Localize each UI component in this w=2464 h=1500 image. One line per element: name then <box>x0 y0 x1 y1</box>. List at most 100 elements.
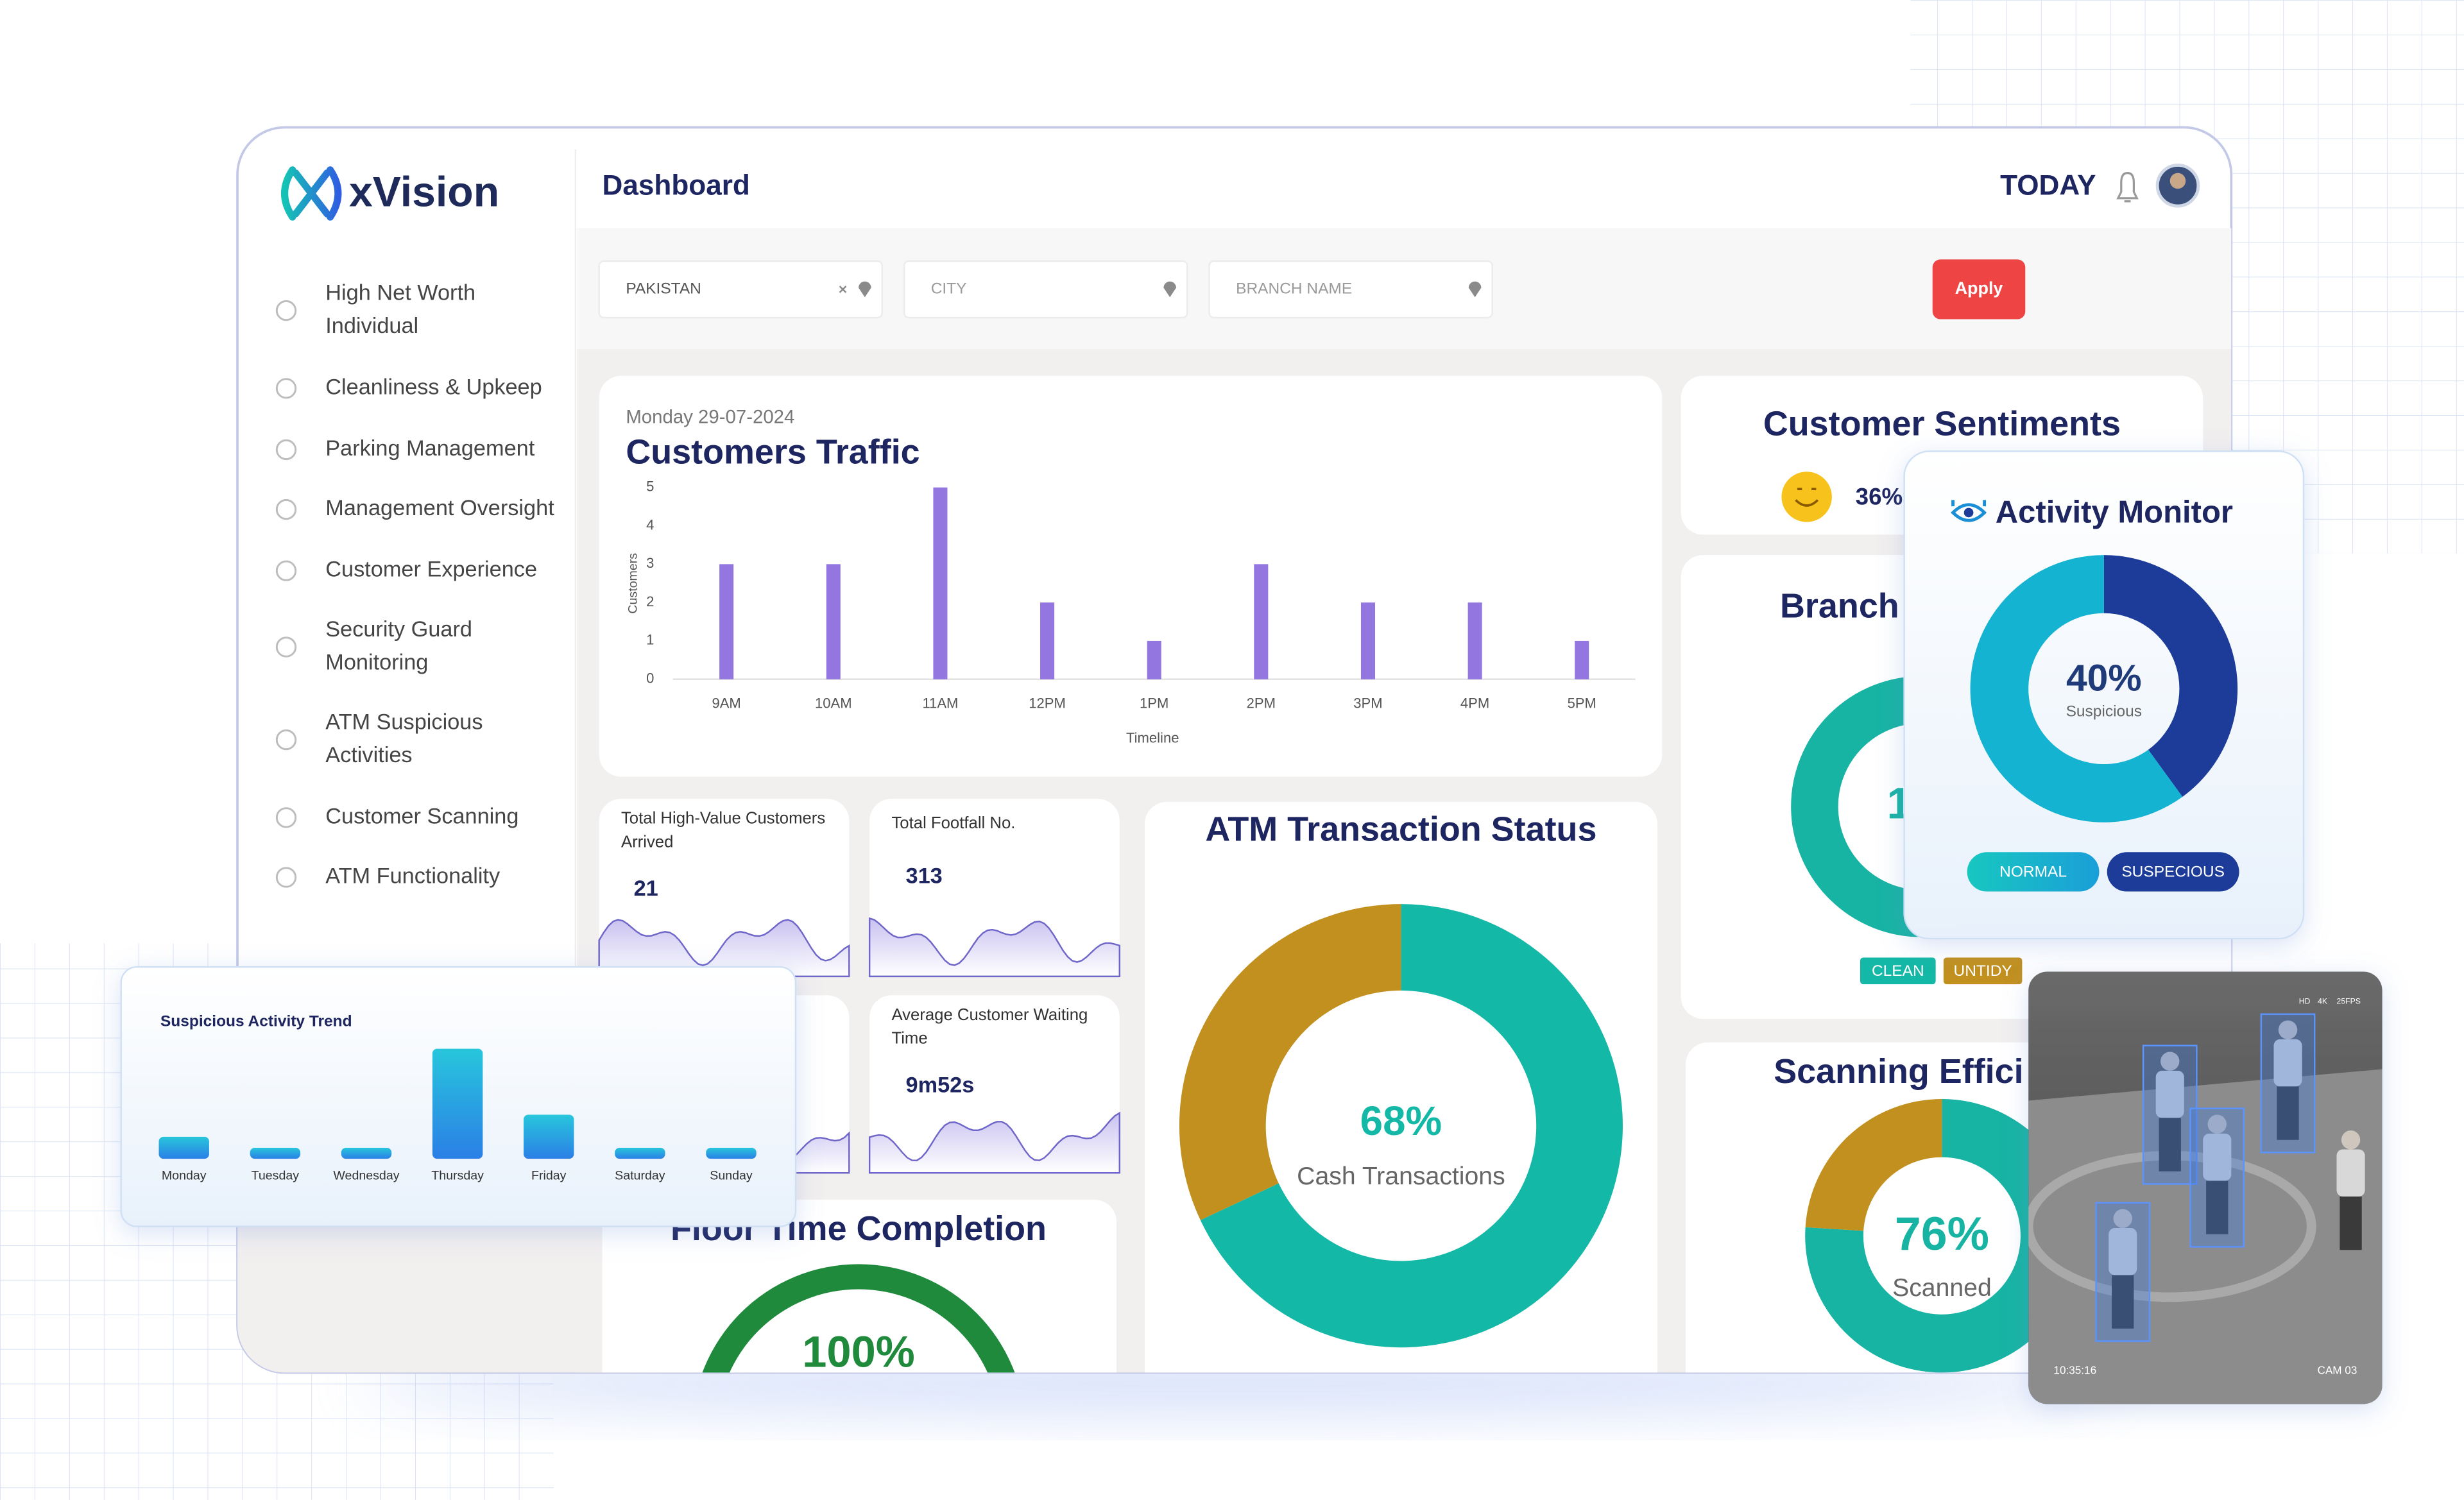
chart-title: Activity Monitor <box>1996 495 2233 529</box>
nav-item[interactable]: Activities <box>325 743 412 767</box>
person-legs <box>2112 1275 2134 1329</box>
nav-item[interactable]: High Net Worth <box>325 280 475 305</box>
page-title: Dashboard <box>603 169 750 201</box>
person-head <box>2341 1130 2361 1150</box>
kpi-value: 21 <box>634 876 658 901</box>
nav-item[interactable]: Management Oversight <box>325 496 554 520</box>
x-axis-label: Timeline <box>1126 730 1179 746</box>
legend-badge <box>1860 957 1936 985</box>
x-tick-label: Monday <box>162 1168 207 1182</box>
x-tick-label: 9AM <box>712 695 740 712</box>
nav-item[interactable]: Cleanliness & Upkeep <box>325 375 542 399</box>
bar <box>826 564 841 679</box>
filter-label: PAKISTAN <box>626 280 701 297</box>
x-tick-label: Wednesday <box>333 1168 399 1182</box>
logo-icon <box>281 166 342 221</box>
x-tick-label: 3PM <box>1353 695 1382 712</box>
overlays: NORMAL SUSPECIOUS Suspicious Activity Tren… <box>120 450 2305 1227</box>
card-title: Customer Sentiments <box>1763 404 2121 443</box>
person-legs <box>2277 1086 2299 1140</box>
gauge-value: 100% <box>802 1327 914 1377</box>
y-tick-label: 5 <box>646 479 654 495</box>
apply-button[interactable] <box>1932 259 2026 320</box>
x-tick-label: 5PM <box>1568 695 1596 712</box>
period: TODAY <box>2000 169 2096 201</box>
chart-subtitle: Monday 29-07-2024 <box>626 407 794 428</box>
filter-label: CITY <box>931 280 967 297</box>
filter-field[interactable] <box>598 260 883 319</box>
chart-title: Scanning Effici <box>1774 1052 2023 1091</box>
camera-name: CAM 03 <box>2317 1363 2357 1376</box>
y-tick-label: 0 <box>646 670 654 686</box>
chart-title: Customers Traffic <box>626 433 920 472</box>
y-tick-label: 4 <box>646 516 654 533</box>
chart-title: ATM Transaction Status <box>1205 810 1596 849</box>
bar <box>1575 640 1589 679</box>
sparkline <box>868 1111 1121 1174</box>
nav-item[interactable]: Monitoring <box>325 650 428 674</box>
person-body <box>2273 1039 2302 1087</box>
nav-item[interactable]: Individual <box>325 314 418 338</box>
nav-item[interactable]: ATM Functionality <box>325 864 501 889</box>
bar <box>524 1114 574 1159</box>
bar <box>250 1147 301 1159</box>
person-body <box>2109 1227 2137 1275</box>
bar <box>158 1136 209 1159</box>
nav-item[interactable]: ATM Suspicious <box>325 710 483 734</box>
bar <box>1147 640 1161 679</box>
toggle-button[interactable] <box>1967 852 2100 892</box>
card-title: Branch <box>1780 587 1899 626</box>
nav-icon <box>275 300 297 321</box>
bell-icon[interactable] <box>2116 172 2139 203</box>
toggle-label: NORMAL <box>1999 864 2067 881</box>
x-tick-label: Tuesday <box>252 1168 300 1182</box>
pin-icon <box>1468 281 1482 298</box>
emoji-face <box>1795 488 1819 507</box>
nav-icon <box>275 867 297 888</box>
y-tick-label: 1 <box>646 632 654 648</box>
person-head <box>2113 1209 2132 1228</box>
nav-icon <box>275 439 297 461</box>
filter-field[interactable] <box>1208 260 1493 319</box>
donut-segment <box>1179 904 1401 1220</box>
brand-name: xVision <box>349 168 499 216</box>
sentiment-value: 36% <box>1856 484 1903 510</box>
person-body <box>2203 1133 2232 1181</box>
bar <box>706 1147 757 1159</box>
eye-pupil <box>1964 507 1974 518</box>
donut-caption: Suspicious <box>2066 703 2142 720</box>
filter-field[interactable] <box>903 260 1188 319</box>
donut-segment <box>1805 1099 2079 1373</box>
nav-item[interactable]: Parking Management <box>325 436 535 461</box>
x-tick-label: 2PM <box>1247 695 1276 712</box>
dashboard: xVision Dashboard TODAY High Net Worth Indiv… <box>237 149 2232 1377</box>
nav-item[interactable]: Customer Scanning <box>325 804 518 828</box>
sparkline <box>598 919 850 978</box>
apply-label: Apply <box>1955 278 2003 298</box>
donut-segment <box>1200 904 1623 1348</box>
x-tick-label: Sunday <box>710 1168 753 1182</box>
legend-badge <box>1943 957 2023 985</box>
detection-box <box>2142 1044 2198 1185</box>
toggle-button[interactable] <box>2107 852 2239 892</box>
person-head <box>2207 1114 2227 1134</box>
kpi-label: Average Customer Waiting <box>891 1006 1088 1024</box>
kpi-value: 9m52s <box>906 1073 975 1097</box>
y-axis-label: Customers <box>626 553 640 614</box>
kpi-label: Total Footfall No. <box>891 814 1015 832</box>
filter-label: BRANCH NAME <box>1236 280 1352 297</box>
detection-box <box>2095 1202 2151 1342</box>
nav-icon <box>275 636 297 658</box>
person-head <box>2160 1052 2180 1071</box>
donut-value: 76% <box>1895 1207 1989 1260</box>
person-body <box>2336 1149 2365 1197</box>
nav-item[interactable]: Customer Experience <box>325 558 537 582</box>
emoji <box>1781 472 1832 522</box>
x-tick-label: Thursday <box>431 1168 484 1182</box>
nav-icon <box>275 378 297 399</box>
nav-item[interactable]: Security Guard <box>325 617 472 642</box>
bar <box>341 1147 392 1159</box>
nav-icon <box>275 560 297 581</box>
